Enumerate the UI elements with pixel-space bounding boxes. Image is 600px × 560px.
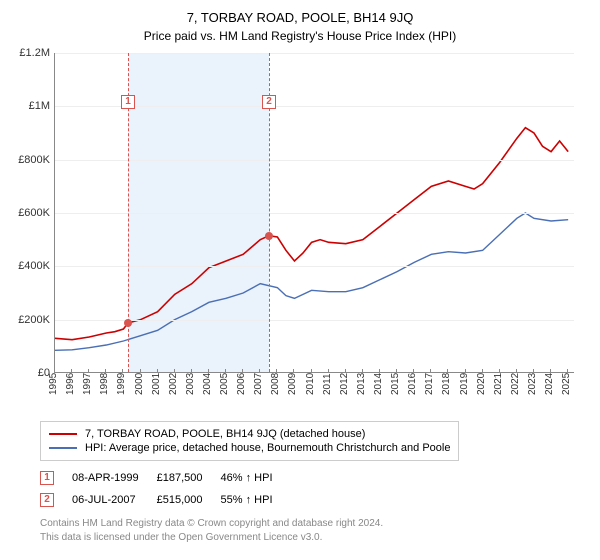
sale-marker-box: 1 xyxy=(121,95,135,109)
gridline xyxy=(55,160,574,161)
gridline xyxy=(55,213,574,214)
legend-row: 7, TORBAY ROAD, POOLE, BH14 9JQ (detache… xyxy=(49,428,450,440)
y-tick-label: £800K xyxy=(18,154,50,166)
x-tick-label: 2010 xyxy=(305,373,316,395)
legend-row: HPI: Average price, detached house, Bour… xyxy=(49,442,450,454)
x-tick-label: 2022 xyxy=(510,373,521,395)
legend-swatch xyxy=(49,447,77,449)
sale-delta: 46% ↑ HPI xyxy=(221,467,291,489)
y-axis: £0£200K£400K£600K£800K£1M£1.2M xyxy=(10,53,54,373)
plot-wrap: £0£200K£400K£600K£800K£1M£1.2M 12 xyxy=(10,53,590,373)
chart-title: 7, TORBAY ROAD, POOLE, BH14 9JQ xyxy=(10,10,590,25)
x-tick-label: 2015 xyxy=(390,373,401,395)
x-tick-label: 2025 xyxy=(561,373,572,395)
x-tick-label: 2014 xyxy=(373,373,384,395)
x-tick-label: 2023 xyxy=(527,373,538,395)
legend-label: HPI: Average price, detached house, Bour… xyxy=(85,442,450,454)
chart-subtitle: Price paid vs. HM Land Registry's House … xyxy=(10,29,590,43)
x-tick-label: 2018 xyxy=(441,373,452,395)
sale-number-icon: 1 xyxy=(40,471,54,485)
legend-swatch xyxy=(49,433,77,435)
gridline xyxy=(55,266,574,267)
sale-price: £187,500 xyxy=(157,467,221,489)
x-tick-label: 2008 xyxy=(270,373,281,395)
table-row: 1 08-APR-1999£187,50046% ↑ HPI xyxy=(40,467,291,489)
x-tick-label: 2019 xyxy=(459,373,470,395)
y-tick-label: £1.2M xyxy=(19,47,50,59)
x-tick-label: 1999 xyxy=(116,373,127,395)
x-tick-label: 2009 xyxy=(287,373,298,395)
footer-line2: This data is licensed under the Open Gov… xyxy=(40,531,590,545)
series-line-hpi xyxy=(55,213,568,350)
footer-line1: Contains HM Land Registry data © Crown c… xyxy=(40,517,590,531)
sale-point-icon xyxy=(265,232,273,240)
x-tick-label: 1998 xyxy=(99,373,110,395)
sale-date: 06-JUL-2007 xyxy=(72,489,157,511)
x-tick-label: 2011 xyxy=(322,373,333,395)
legend-label: 7, TORBAY ROAD, POOLE, BH14 9JQ (detache… xyxy=(85,428,365,440)
footer: Contains HM Land Registry data © Crown c… xyxy=(40,517,590,544)
plot-area: 12 xyxy=(54,53,574,373)
x-tick-label: 2013 xyxy=(356,373,367,395)
x-tick-label: 2021 xyxy=(493,373,504,395)
sale-delta: 55% ↑ HPI xyxy=(221,489,291,511)
y-tick-label: £400K xyxy=(18,260,50,272)
x-tick-label: 2005 xyxy=(219,373,230,395)
x-tick-label: 2016 xyxy=(407,373,418,395)
x-tick-label: 2020 xyxy=(476,373,487,395)
x-tick-label: 2002 xyxy=(168,373,179,395)
legend: 7, TORBAY ROAD, POOLE, BH14 9JQ (detache… xyxy=(40,421,459,461)
y-tick-label: £200K xyxy=(18,314,50,326)
y-tick-label: £600K xyxy=(18,207,50,219)
table-row: 2 06-JUL-2007£515,00055% ↑ HPI xyxy=(40,489,291,511)
sale-price: £515,000 xyxy=(157,489,221,511)
x-tick-label: 1996 xyxy=(65,373,76,395)
x-tick-label: 2001 xyxy=(151,373,162,395)
x-tick-label: 2012 xyxy=(339,373,350,395)
sale-marker-box: 2 xyxy=(262,95,276,109)
x-tick-label: 1995 xyxy=(48,373,59,395)
gridline xyxy=(55,320,574,321)
sale-date: 08-APR-1999 xyxy=(72,467,157,489)
x-tick-label: 2000 xyxy=(134,373,145,395)
x-tick-label: 2024 xyxy=(544,373,555,395)
sale-number-icon: 2 xyxy=(40,493,54,507)
gridline xyxy=(55,53,574,54)
x-axis: 1995199619971998199920002001200220032004… xyxy=(54,373,574,413)
x-tick-label: 2007 xyxy=(253,373,264,395)
x-tick-label: 2006 xyxy=(236,373,247,395)
x-tick-label: 2003 xyxy=(185,373,196,395)
sales-table: 1 08-APR-1999£187,50046% ↑ HPI 2 06-JUL-200… xyxy=(40,467,291,511)
y-tick-label: £1M xyxy=(29,100,50,112)
x-tick-label: 1997 xyxy=(82,373,93,395)
sale-point-icon xyxy=(124,319,132,327)
chart-container: 7, TORBAY ROAD, POOLE, BH14 9JQ Price pa… xyxy=(10,10,590,544)
x-tick-label: 2004 xyxy=(202,373,213,395)
x-tick-label: 2017 xyxy=(424,373,435,395)
